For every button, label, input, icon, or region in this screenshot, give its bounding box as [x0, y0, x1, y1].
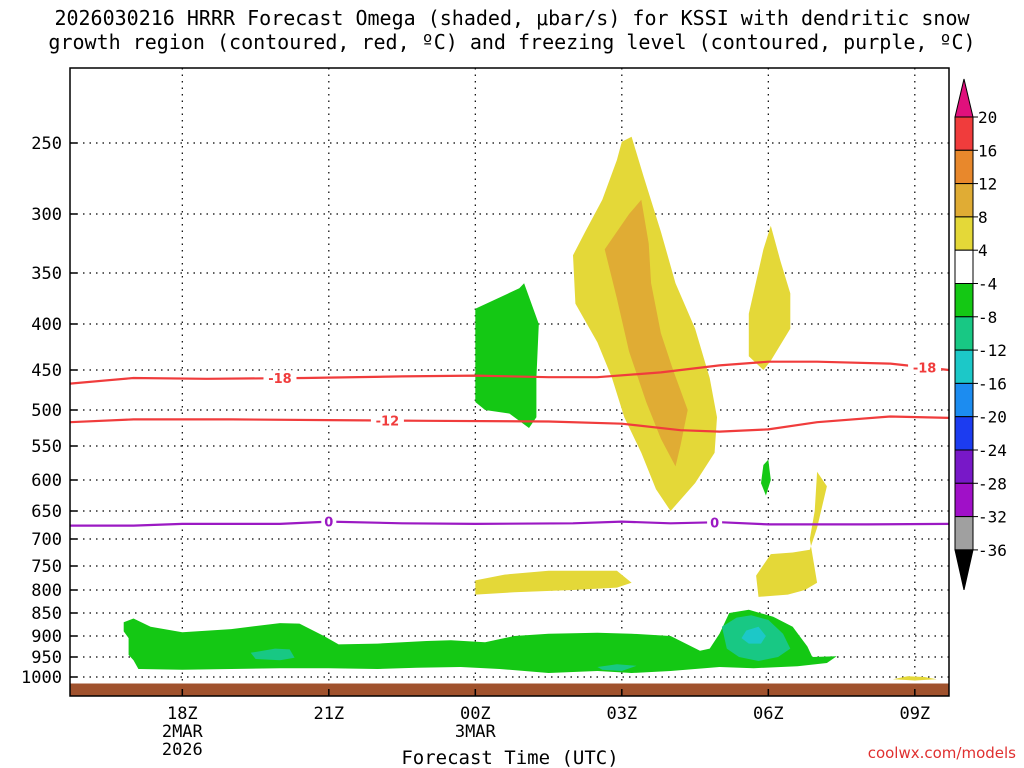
colorbar-label: -8 — [978, 308, 997, 327]
y-tick-label: 400 — [31, 315, 62, 335]
colorbar-bin — [954, 349, 974, 384]
x-tick-sublabel: 3MAR — [455, 722, 497, 742]
y-tick-label: 450 — [31, 361, 62, 381]
chart-title: 2026030216 HRRR Forecast Omega (shaded, … — [0, 6, 1024, 54]
y-axis: 250 300 350 400 450 500 550 600 650 700 750 800 850 9… — [21, 134, 77, 688]
y-tick-label: 950 — [31, 648, 62, 668]
y-tick-label: 550 — [31, 437, 62, 457]
colorbar-bin — [954, 283, 974, 318]
colorbar-label: -32 — [978, 508, 1007, 527]
colorbar-label: -4 — [978, 275, 997, 294]
y-tick-label: 1000 — [21, 668, 62, 688]
y-tick-label: 800 — [31, 581, 62, 601]
colorbar-bin — [954, 482, 974, 518]
x-tick-sublabel: 2MAR — [162, 722, 204, 742]
y-tick-label: 650 — [31, 502, 62, 522]
y-tick-label: 600 — [31, 471, 62, 491]
colorbar-bin — [954, 382, 974, 418]
title-line-2: growth region (contoured, red, ºC) and f… — [48, 30, 976, 54]
y-tick-label: 300 — [31, 205, 62, 225]
contour-line — [70, 360, 949, 385]
colorbar-bin — [954, 249, 974, 284]
omega-region — [748, 225, 791, 370]
colorbar-label: -12 — [978, 341, 1007, 360]
x-tick-label: 18Z — [167, 704, 198, 724]
plot-frame — [69, 67, 950, 697]
omega-region — [123, 609, 837, 673]
omega-region — [604, 199, 688, 467]
colorbar-label: -28 — [978, 474, 1007, 493]
watermark: coolwx.com/models — [867, 744, 1016, 762]
x-axis-label: Forecast Time (UTC) — [401, 747, 618, 768]
colorbar-bin — [954, 149, 974, 185]
omega-region — [761, 459, 771, 496]
omega-region — [475, 283, 539, 428]
colorbar-label: 12 — [978, 175, 997, 194]
y-tick-label: 350 — [31, 264, 62, 284]
y-tick-label: 750 — [31, 557, 62, 577]
colorbar-label: -20 — [978, 408, 1007, 427]
colorbar-bottom-arrow — [954, 549, 974, 591]
colorbar-label: 4 — [978, 241, 988, 260]
contour-label-bg — [321, 513, 337, 529]
contours: -18 -18 -12 0 0 — [70, 359, 949, 531]
omega-region — [741, 626, 766, 644]
contour-label-bg — [908, 359, 942, 375]
colorbar-bin — [954, 316, 974, 351]
x-tick-sublabel: 2026 — [162, 740, 203, 760]
colorbar-bin — [954, 216, 974, 251]
x-tick-label: 09Z — [899, 704, 930, 724]
contour-label: -18 — [913, 361, 937, 376]
contour-label-bg — [370, 412, 404, 428]
colorbar-bin — [954, 116, 974, 151]
omega-region — [250, 648, 295, 661]
colorbar-label: 20 — [978, 108, 997, 127]
colorbar-label: -16 — [978, 374, 1007, 393]
colorbar-label: 16 — [978, 141, 997, 160]
colorbar-bin — [954, 449, 974, 484]
colorbar: 20 16 12 8 4 -4 -8 -12 -16 -20 -24 -28 -32 -36 — [954, 78, 1007, 591]
x-tick-label: 06Z — [753, 704, 784, 724]
contour-label-bg — [707, 514, 723, 530]
colorbar-bin — [954, 516, 974, 551]
contour-label: 0 — [324, 516, 333, 531]
omega-region — [475, 570, 632, 595]
omega-region — [892, 676, 937, 681]
colorbar-top-arrow — [954, 78, 974, 118]
contour-line — [70, 415, 949, 433]
colorbar-label: 8 — [978, 208, 988, 227]
omega-shading — [123, 136, 937, 681]
ground — [70, 683, 949, 696]
colorbar-bin — [954, 416, 974, 451]
y-tick-label: 250 — [31, 134, 62, 154]
y-tick-label: 850 — [31, 604, 62, 624]
y-tick-label: 700 — [31, 530, 62, 550]
contour-label: 0 — [710, 516, 719, 531]
x-tick-label: 03Z — [606, 704, 637, 724]
contour-label: -18 — [268, 372, 292, 387]
omega-region — [756, 471, 827, 597]
contour-label-bg — [263, 370, 297, 386]
x-tick-label: 21Z — [313, 704, 344, 724]
colorbar-label: -36 — [978, 541, 1007, 560]
y-tick-label: 900 — [31, 627, 62, 647]
contour-line — [70, 520, 949, 527]
colorbar-bin — [954, 183, 974, 218]
colorbar-label: -24 — [978, 441, 1007, 460]
x-tick-label: 00Z — [460, 704, 491, 724]
contour-label: -12 — [376, 415, 400, 430]
title-line-1: 2026030216 HRRR Forecast Omega (shaded, … — [54, 6, 970, 30]
ground-strip — [70, 683, 949, 696]
omega-region — [597, 664, 637, 671]
y-tick-label: 500 — [31, 401, 62, 421]
